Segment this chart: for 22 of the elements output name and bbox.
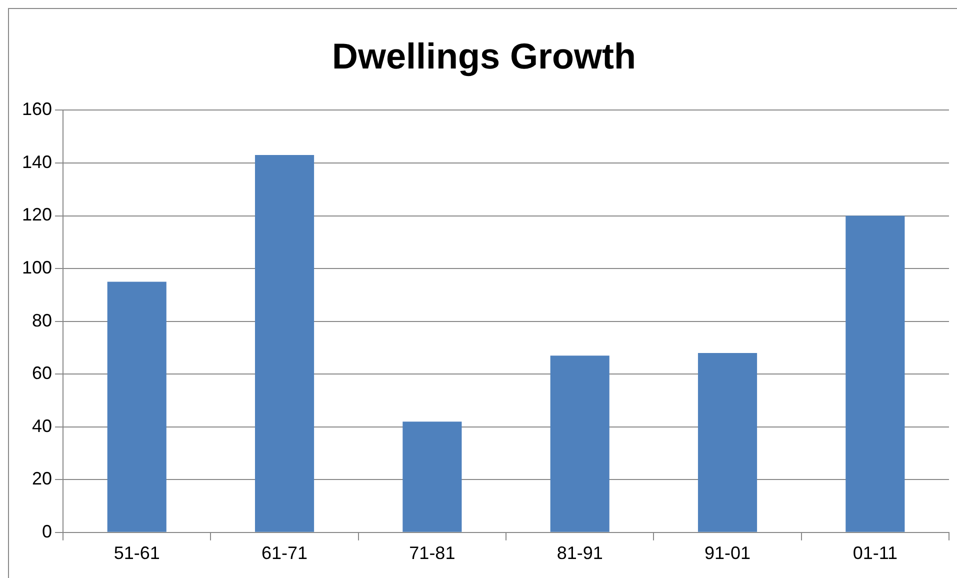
x-tick-label: 81-91 (556, 543, 603, 564)
y-tick-label: 160 (22, 99, 52, 120)
x-tick-label: 51-61 (114, 543, 160, 564)
bar (254, 155, 314, 532)
y-tick-label: 120 (22, 204, 52, 225)
y-tick-label: 60 (32, 363, 52, 384)
x-tick-label: 71-81 (409, 543, 456, 564)
y-tick-label: 40 (32, 416, 52, 436)
chart-title: Dwellings Growth (332, 36, 636, 77)
y-tick-label: 0 (42, 521, 52, 542)
bar (107, 282, 166, 532)
x-tick-label: 01-11 (852, 543, 898, 564)
y-tick-label: 100 (22, 257, 52, 278)
x-tick-label: 61-71 (262, 543, 308, 564)
bar (550, 356, 610, 532)
y-tick-label: 80 (32, 310, 52, 330)
x-tick-label: 91-01 (704, 543, 751, 564)
bar (402, 422, 462, 532)
y-tick-label: 20 (32, 468, 52, 489)
bar (846, 216, 905, 532)
bar (698, 352, 758, 532)
y-tick-label: 140 (22, 152, 52, 172)
